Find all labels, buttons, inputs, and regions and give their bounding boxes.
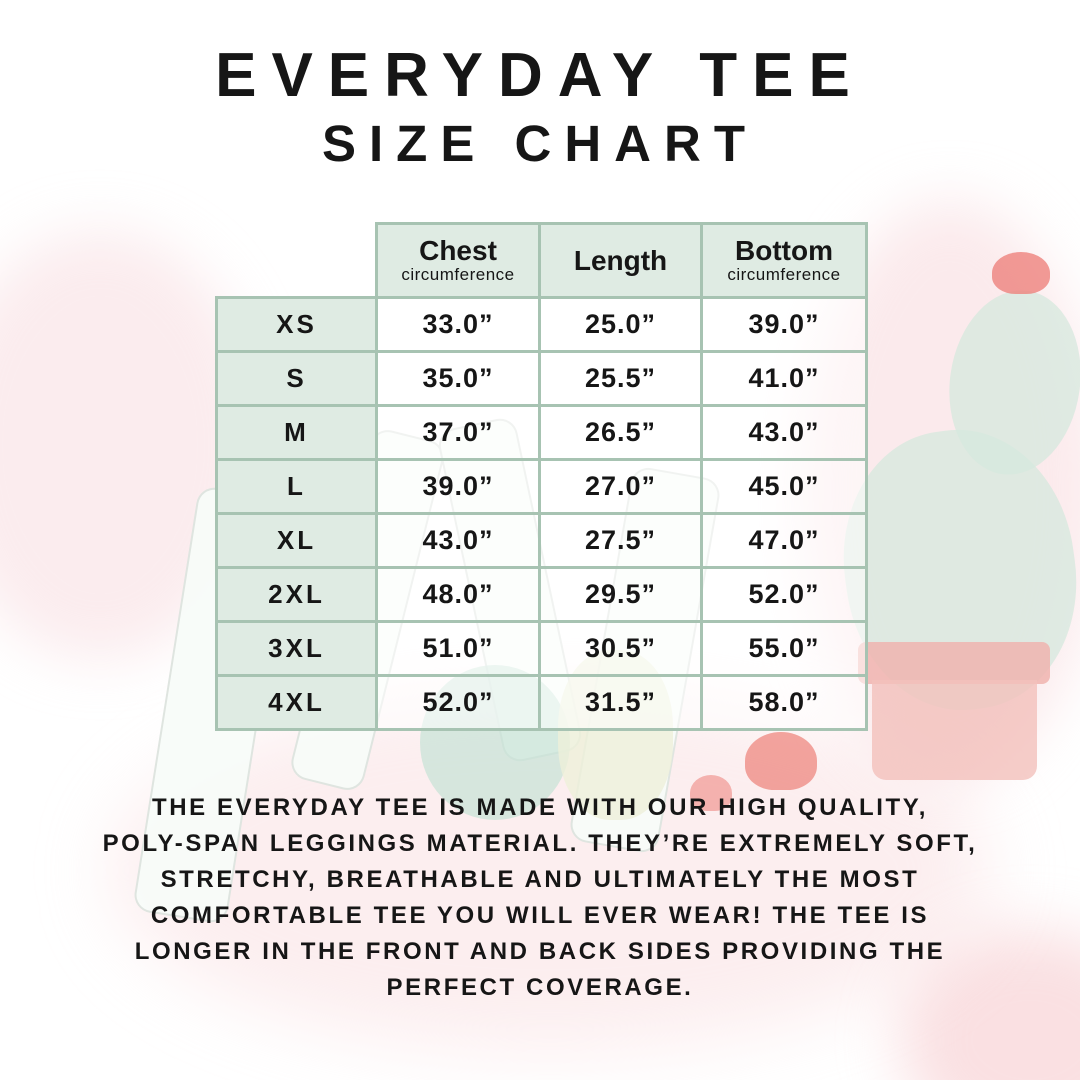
bottom-value-cell: 47.0” bbox=[700, 512, 868, 569]
column-header-chest: Chest circumference bbox=[375, 222, 541, 299]
header-row: Chest circumference Length Bottom circum… bbox=[217, 222, 868, 299]
size-chart-table-container: Chest circumference Length Bottom circum… bbox=[215, 222, 868, 731]
chest-value-cell: 37.0” bbox=[375, 404, 541, 461]
flower-illustration bbox=[690, 775, 732, 811]
size-chart-table: Chest circumference Length Bottom circum… bbox=[215, 222, 868, 731]
length-value-cell: 30.5” bbox=[538, 620, 703, 677]
size-cell: S bbox=[215, 350, 378, 407]
page-title: EVERYDAY TEE SIZE CHART bbox=[0, 41, 1080, 173]
size-cell: L bbox=[215, 458, 378, 515]
chest-value-cell: 51.0” bbox=[375, 620, 541, 677]
flower-pot-illustration bbox=[858, 642, 1050, 684]
column-header-length: Length bbox=[538, 222, 703, 299]
size-cell: 4XL bbox=[215, 674, 378, 731]
table-row: 2XL 48.0” 29.5” 52.0” bbox=[215, 566, 868, 623]
column-header-label: Length bbox=[573, 244, 668, 276]
flower-pot-illustration bbox=[872, 680, 1037, 780]
column-header-label: Chest bbox=[419, 235, 497, 267]
title-chart-label: SIZE CHART bbox=[322, 115, 758, 173]
length-value-cell: 31.5” bbox=[538, 674, 703, 731]
bottom-value-cell: 55.0” bbox=[700, 620, 868, 677]
product-description: THE EVERYDAY TEE IS MADE WITH OUR HIGH Q… bbox=[102, 794, 978, 1001]
size-cell: XS bbox=[215, 296, 378, 353]
bottom-value-cell: 39.0” bbox=[700, 296, 868, 353]
length-value-cell: 27.0” bbox=[538, 458, 703, 515]
column-header-sublabel: circumference bbox=[401, 265, 515, 285]
length-value-cell: 25.0” bbox=[538, 296, 703, 353]
table-row: L 39.0” 27.0” 45.0” bbox=[215, 458, 868, 515]
column-header-bottom: Bottom circumference bbox=[700, 222, 868, 299]
bottom-value-cell: 45.0” bbox=[700, 458, 868, 515]
chest-value-cell: 52.0” bbox=[375, 674, 541, 731]
column-header-sublabel: circumference bbox=[727, 265, 841, 285]
chest-value-cell: 33.0” bbox=[375, 296, 541, 353]
chest-value-cell: 43.0” bbox=[375, 512, 541, 569]
chest-value-cell: 48.0” bbox=[375, 566, 541, 623]
table-row: XS 33.0” 25.0” 39.0” bbox=[215, 296, 868, 353]
column-header-label: Bottom bbox=[735, 235, 833, 267]
bottom-value-cell: 58.0” bbox=[700, 674, 868, 731]
length-value-cell: 25.5” bbox=[538, 350, 703, 407]
length-value-cell: 26.5” bbox=[538, 404, 703, 461]
chest-value-cell: 39.0” bbox=[375, 458, 541, 515]
length-value-cell: 29.5” bbox=[538, 566, 703, 623]
size-cell: XL bbox=[215, 512, 378, 569]
table-row: XL 43.0” 27.5” 47.0” bbox=[215, 512, 868, 569]
flower-illustration bbox=[745, 732, 817, 790]
table-row: 3XL 51.0” 30.5” 55.0” bbox=[215, 620, 868, 677]
table-row: 4XL 52.0” 31.5” 58.0” bbox=[215, 674, 868, 731]
bottom-value-cell: 43.0” bbox=[700, 404, 868, 461]
size-cell: 3XL bbox=[215, 620, 378, 677]
table-row: S 35.0” 25.5” 41.0” bbox=[215, 350, 868, 407]
size-cell: 2XL bbox=[215, 566, 378, 623]
flower-illustration bbox=[992, 252, 1050, 294]
title-product-name: EVERYDAY TEE bbox=[215, 41, 865, 110]
size-cell: M bbox=[215, 404, 378, 461]
corner-cell bbox=[217, 224, 377, 298]
table-row: M 37.0” 26.5” 43.0” bbox=[215, 404, 868, 461]
chest-value-cell: 35.0” bbox=[375, 350, 541, 407]
bottom-value-cell: 52.0” bbox=[700, 566, 868, 623]
bottom-value-cell: 41.0” bbox=[700, 350, 868, 407]
length-value-cell: 27.5” bbox=[538, 512, 703, 569]
